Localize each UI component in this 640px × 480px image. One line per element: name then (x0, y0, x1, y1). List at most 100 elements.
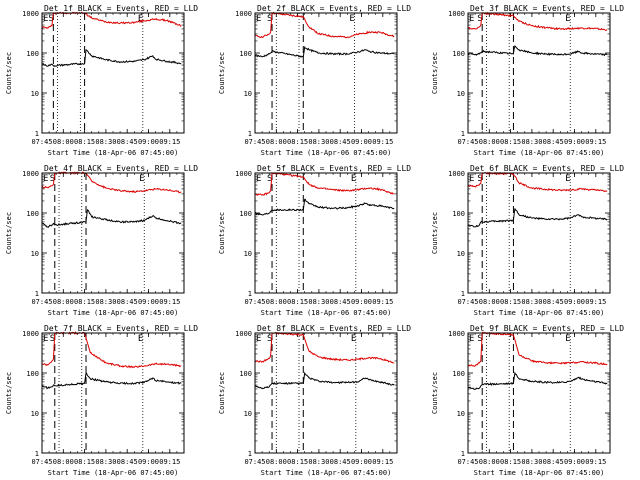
y-tick-label: 1000 (235, 330, 252, 338)
y-axis-label: Counts/sec (5, 52, 13, 94)
y-axis-label: Counts/sec (431, 212, 439, 254)
chart-panel: Det_3f BLACK = Events, RED = LLD Counts/s… (431, 4, 624, 157)
x-tick-label: 09:15 (159, 298, 180, 306)
x-tick-label: 09:15 (159, 138, 180, 146)
x-tick-label: 08:45 (543, 458, 564, 466)
x-tick-label: 08:15 (500, 138, 521, 146)
chart-panel: Det_7f BLACK = Events, RED = LLD Counts/s… (5, 324, 198, 477)
x-tick-label: 08:30 (521, 298, 542, 306)
x-tick-label: 08:45 (117, 298, 138, 306)
x-tick-label: 08:15 (74, 298, 95, 306)
x-tick-label: 09:15 (372, 298, 393, 306)
x-axis-label: Start Time (18-Apr-06 07:45:00) (261, 469, 392, 477)
x-tick-label: 08:15 (287, 298, 308, 306)
events-series-line (254, 198, 395, 216)
x-tick-label: 09:00 (138, 138, 159, 146)
marker-label: E (469, 334, 474, 344)
x-tick-label: 08:45 (543, 138, 564, 146)
y-tick-label: 1 (35, 290, 39, 298)
x-tick-label: 07:45 (244, 458, 265, 466)
marker-label: E (349, 14, 354, 24)
marker-label: E (43, 334, 48, 344)
plot-frame (467, 172, 611, 294)
y-axis-label: Counts/sec (5, 212, 13, 254)
y-axis-label: Counts/sec (218, 212, 226, 254)
y-tick-label: 10 (244, 250, 252, 258)
chart-title: Det_1f BLACK = Events, RED = LLD (44, 4, 198, 13)
marker-label: E (256, 14, 261, 24)
x-tick-label: 08:00 (53, 298, 74, 306)
lld-series-line (254, 172, 395, 196)
y-tick-label: 10 (457, 90, 465, 98)
y-tick-label: 100 (26, 370, 39, 378)
events-series-line (468, 208, 608, 228)
marker-label: S (48, 14, 53, 24)
x-tick-label: 07:45 (31, 458, 52, 466)
chart-panel: Det_5f BLACK = Events, RED = LLD Counts/s… (218, 164, 411, 317)
x-tick-label: 08:30 (95, 298, 116, 306)
chart-panel: Det_6f BLACK = Events, RED = LLD Counts/s… (431, 164, 624, 317)
y-tick-label: 1 (35, 130, 39, 138)
x-tick-label: 08:45 (330, 138, 351, 146)
marker-label: E (469, 14, 474, 24)
x-tick-label: 07:45 (457, 298, 478, 306)
marker-label: S (267, 174, 272, 184)
x-tick-label: 09:15 (585, 138, 606, 146)
x-tick-label: 09:00 (138, 458, 159, 466)
chart-title: Det_3f BLACK = Events, RED = LLD (470, 4, 624, 13)
lld-series-line (467, 171, 608, 192)
y-tick-label: 1000 (235, 10, 252, 18)
x-axis-label: Start Time (18-Apr-06 07:45:00) (474, 149, 605, 157)
plot-frame (254, 12, 398, 134)
x-tick-label: 08:30 (521, 138, 542, 146)
x-tick-label: 08:30 (521, 458, 542, 466)
x-tick-label: 08:00 (53, 138, 74, 146)
plot-frame (254, 332, 398, 454)
marker-label: S (477, 334, 482, 344)
marker-label: E (138, 14, 143, 24)
lld-series-line (254, 11, 395, 39)
x-tick-label: 09:00 (351, 138, 372, 146)
marker-label: S (267, 334, 272, 344)
plot-frame (254, 172, 398, 294)
chart-panel: Det_4f BLACK = Events, RED = LLD Counts/s… (5, 164, 198, 317)
x-tick-label: 07:45 (244, 298, 265, 306)
lld-series-line (467, 331, 608, 367)
x-tick-label: 08:00 (266, 298, 287, 306)
chart-title: Det_6f BLACK = Events, RED = LLD (470, 164, 624, 173)
y-tick-label: 1000 (235, 170, 252, 178)
y-tick-label: 1000 (448, 170, 465, 178)
y-tick-label: 1 (461, 290, 465, 298)
x-tick-label: 08:30 (308, 138, 329, 146)
x-tick-label: 07:45 (457, 458, 478, 466)
x-tick-label: 08:30 (95, 458, 116, 466)
x-tick-label: 09:15 (585, 298, 606, 306)
lld-series-line (41, 330, 182, 369)
x-axis-label: Start Time (18-Apr-06 07:45:00) (474, 309, 605, 317)
plot-frame (41, 172, 185, 294)
plot-frame (41, 332, 185, 454)
y-tick-label: 100 (452, 210, 465, 218)
plot-frame (41, 12, 185, 134)
events-series-line (254, 371, 395, 390)
x-tick-label: 08:45 (330, 298, 351, 306)
y-axis-label: Counts/sec (431, 372, 439, 414)
y-tick-label: 1000 (22, 10, 39, 18)
marker-label: S (477, 14, 482, 24)
y-tick-label: 100 (26, 50, 39, 58)
x-axis-label: Start Time (18-Apr-06 07:45:00) (474, 469, 605, 477)
chart-panel: Det_1f BLACK = Events, RED = LLD Counts/s… (5, 4, 198, 157)
events-series-line (467, 371, 608, 390)
y-tick-label: 1 (461, 130, 465, 138)
y-tick-label: 100 (26, 210, 39, 218)
x-tick-label: 08:15 (74, 458, 95, 466)
events-series-line (41, 208, 182, 228)
y-tick-label: 10 (457, 410, 465, 418)
events-series-line (41, 372, 182, 390)
y-tick-label: 1 (461, 450, 465, 458)
x-tick-label: 09:15 (159, 458, 180, 466)
lld-series-line (467, 11, 608, 31)
y-tick-label: 10 (457, 250, 465, 258)
